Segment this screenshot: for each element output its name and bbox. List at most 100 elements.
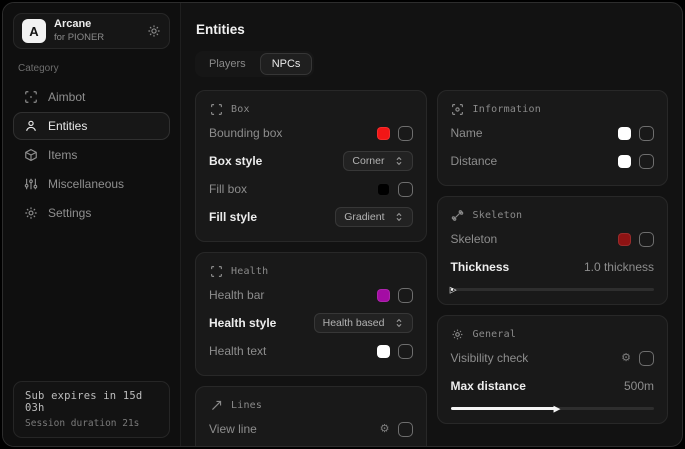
sun-icon xyxy=(451,327,465,341)
setting-row: Fill style Gradient xyxy=(209,206,413,228)
lines-card: Lines View line ⚙ Line to enemy ⚙ xyxy=(195,386,427,446)
sub-expiry-text: Sub expires in 15d 03h xyxy=(25,390,143,414)
corner-brackets-icon xyxy=(209,264,223,278)
setting-row: Health text xyxy=(209,340,413,362)
setting-row: Bounding box xyxy=(209,122,413,144)
health-style-dropdown[interactable]: Health based xyxy=(313,313,413,333)
sidebar-item-label: Entities xyxy=(48,119,88,133)
max-distance-slider[interactable]: ▶ xyxy=(450,402,654,413)
crosshair-icon xyxy=(23,90,38,105)
app-title: Arcane xyxy=(54,18,92,31)
setting-label: Thickness xyxy=(450,260,510,274)
box-card: Box Bounding box Box style Corner xyxy=(195,90,427,242)
unfold-icon xyxy=(394,212,404,222)
row-settings-gear-icon[interactable]: ⚙ xyxy=(379,422,390,435)
setting-row: Health style Health based xyxy=(209,312,413,334)
color-swatch[interactable] xyxy=(376,182,390,196)
logo-card: A Arcane for PIONER xyxy=(13,13,170,49)
setting-label: Fill box xyxy=(209,182,248,196)
corner-brackets-icon xyxy=(209,102,223,116)
checkbox[interactable] xyxy=(639,153,654,169)
sidebar: A Arcane for PIONER Category xyxy=(3,3,181,446)
subscription-status-card: Sub expires in 15d 03h Session duration … xyxy=(13,381,170,438)
entity-tabs: Players NPCs xyxy=(195,51,315,77)
checkbox[interactable] xyxy=(397,421,413,437)
page-title: Entities xyxy=(196,22,245,37)
checkbox[interactable] xyxy=(639,231,654,247)
sidebar-item-aimbot[interactable]: Aimbot xyxy=(13,83,170,111)
tab-players[interactable]: Players xyxy=(209,58,246,70)
app-subtitle: for PIONER xyxy=(54,31,105,43)
misc-icon xyxy=(23,177,38,192)
thickness-slider[interactable]: ▷ xyxy=(449,283,654,294)
sidebar-nav: Aimbot Entities Items xyxy=(13,83,170,227)
color-swatch[interactable] xyxy=(376,126,390,140)
setting-label: Health bar xyxy=(209,288,265,302)
row-settings-gear-icon[interactable]: ⚙ xyxy=(621,351,631,364)
scan-person-icon xyxy=(451,102,465,116)
card-title: Box xyxy=(231,103,250,115)
setting-row: Skeleton xyxy=(450,228,654,250)
dropdown-value: Health based xyxy=(322,317,385,329)
skeleton-card: Skeleton Skeleton Thickness 1.0 thicknes… xyxy=(436,196,668,305)
bone-icon xyxy=(451,208,465,222)
card-title: Lines xyxy=(231,399,263,411)
checkbox[interactable] xyxy=(397,125,413,141)
color-swatch[interactable] xyxy=(618,232,631,246)
slider-fill xyxy=(450,288,453,291)
setting-label: Distance xyxy=(450,154,498,168)
setting-label: Skeleton xyxy=(450,232,498,246)
sidebar-item-label: Settings xyxy=(48,206,92,220)
gear-icon xyxy=(23,206,38,221)
sidebar-item-items[interactable]: Items xyxy=(13,141,170,169)
slider-thumb[interactable]: ▷ xyxy=(449,283,457,294)
checkbox[interactable] xyxy=(639,350,654,366)
checkbox[interactable] xyxy=(639,125,654,141)
sidebar-item-settings[interactable]: Settings xyxy=(13,199,170,227)
checkbox[interactable] xyxy=(397,343,413,359)
color-swatch[interactable] xyxy=(618,154,631,168)
color-swatch[interactable] xyxy=(376,344,390,358)
app-logo: A xyxy=(22,19,46,43)
card-title: Information xyxy=(472,103,541,115)
setting-row: Health bar xyxy=(209,284,413,306)
entities-icon xyxy=(23,119,38,134)
setting-row: Name xyxy=(450,122,654,144)
fill-style-dropdown[interactable]: Gradient xyxy=(335,207,413,227)
dropdown-value: Corner xyxy=(352,155,385,167)
color-swatch[interactable] xyxy=(618,126,631,140)
checkbox[interactable] xyxy=(397,287,413,303)
sidebar-item-miscellaneous[interactable]: Miscellaneous xyxy=(13,170,170,198)
setting-label: Bounding box xyxy=(209,126,283,140)
dropdown-value: Gradient xyxy=(344,211,385,223)
box-style-dropdown[interactable]: Corner xyxy=(343,151,413,171)
slider-value: 1.0 thickness xyxy=(583,260,654,274)
tab-npcs[interactable]: NPCs xyxy=(259,53,313,75)
cube-icon xyxy=(23,148,38,163)
slider-thumb[interactable]: ▶ xyxy=(553,402,561,413)
settings-gear-icon[interactable] xyxy=(147,24,161,38)
category-label: Category xyxy=(18,63,59,74)
setting-label: Health text xyxy=(209,344,267,358)
setting-label: Visibility check xyxy=(450,351,529,365)
sidebar-item-label: Miscellaneous xyxy=(48,177,125,191)
setting-label: Fill style xyxy=(209,210,258,224)
health-card: Health Health bar Health style Health ba… xyxy=(195,252,427,376)
card-title: Skeleton xyxy=(472,209,523,221)
general-card: General Visibility check ⚙ Max distance … xyxy=(436,315,668,424)
checkbox[interactable] xyxy=(397,181,413,197)
session-duration-text: Session duration 21s xyxy=(25,418,140,429)
diagonal-line-icon xyxy=(209,398,223,412)
information-card: Information Name Distance xyxy=(436,90,668,186)
setting-row: Fill box xyxy=(209,178,413,200)
slider-fill xyxy=(450,407,557,410)
setting-row: Box style Corner xyxy=(209,150,413,172)
setting-row: Visibility check ⚙ xyxy=(450,347,654,369)
sidebar-item-entities[interactable]: Entities xyxy=(13,112,170,140)
sidebar-item-label: Items xyxy=(48,148,78,162)
color-swatch[interactable] xyxy=(376,288,390,302)
setting-label: Max distance xyxy=(450,379,526,393)
setting-label: Name xyxy=(450,126,483,140)
card-title: Health xyxy=(231,265,269,277)
